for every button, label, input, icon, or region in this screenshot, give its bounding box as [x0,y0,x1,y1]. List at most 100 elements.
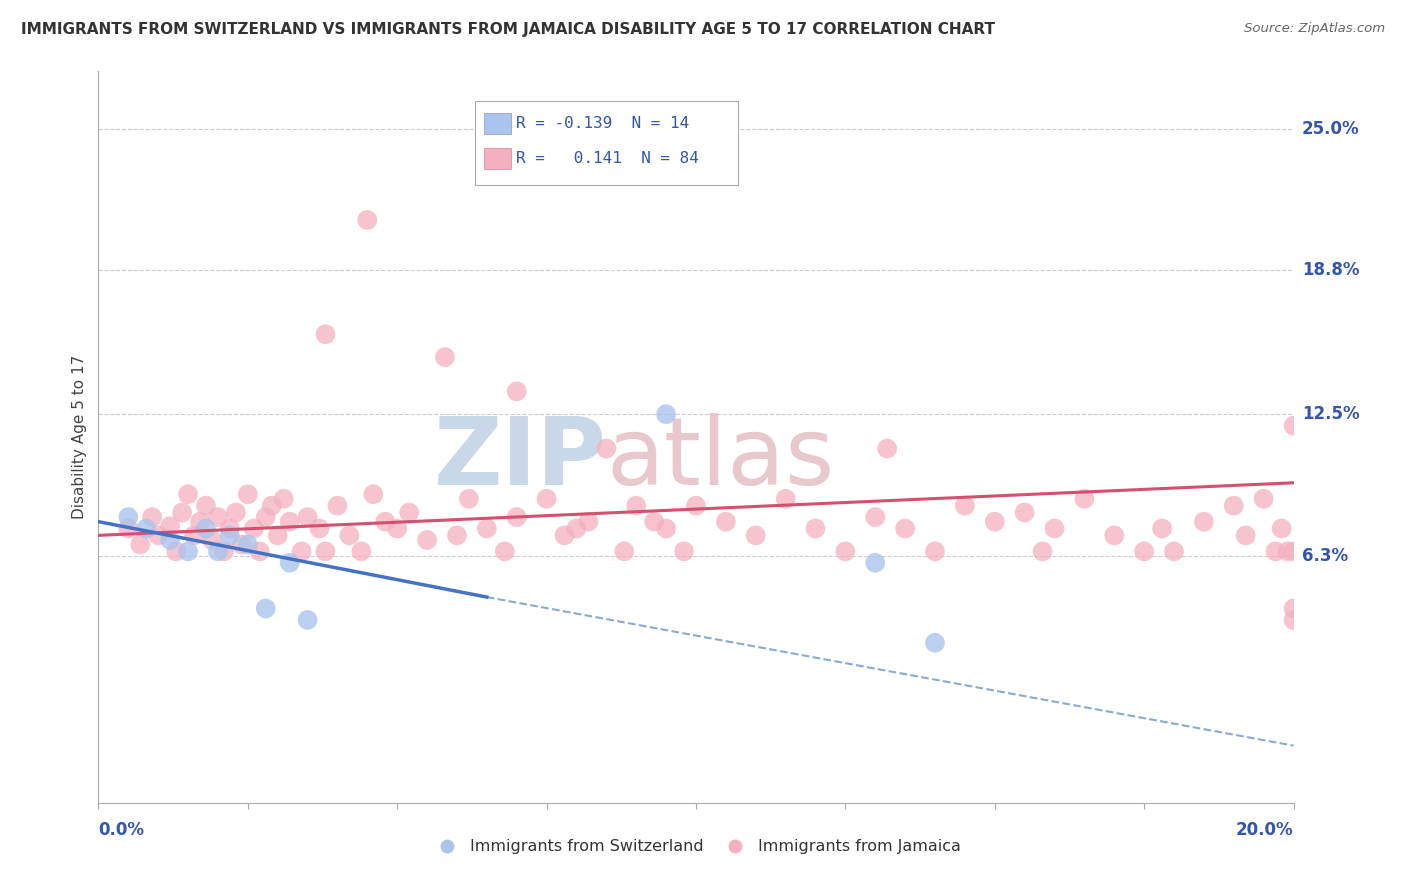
Point [1223,499,1246,513]
Point [536,491,558,506]
Point [135,521,157,535]
Point [673,544,696,558]
Point [315,544,337,558]
Point [159,533,181,547]
Text: 25.0%: 25.0% [1302,120,1360,137]
Point [554,528,576,542]
Point [613,544,636,558]
Point [1192,515,1215,529]
Point [183,528,205,542]
Point [385,521,409,535]
Point [834,544,856,558]
FancyBboxPatch shape [485,148,510,169]
Point [315,327,337,342]
Point [446,528,468,542]
Text: ZIP: ZIP [433,413,606,505]
Point [494,544,516,558]
Point [267,528,290,542]
Point [212,544,235,558]
Point [207,544,229,558]
Point [714,515,737,529]
Point [1271,521,1294,535]
Point [117,510,139,524]
Point [339,528,361,542]
Point [273,491,295,506]
Point [434,350,457,364]
Text: 6.3%: 6.3% [1302,547,1348,565]
Point [278,556,301,570]
Point [291,544,314,558]
Point [1073,491,1095,506]
Point [1163,544,1185,558]
Point [356,213,378,227]
Point [1104,528,1126,542]
Y-axis label: Disability Age 5 to 17: Disability Age 5 to 17 [72,355,87,519]
Point [745,528,768,542]
Point [655,407,678,421]
Point [685,499,707,513]
Point [924,636,946,650]
Point [159,519,181,533]
Point [1014,506,1036,520]
Point [1253,491,1275,506]
Point [249,544,271,558]
Point [953,499,976,513]
Point [260,499,283,513]
Point [1152,521,1174,535]
Point [278,515,301,529]
Text: 12.5%: 12.5% [1302,405,1360,423]
Point [350,544,373,558]
Point [297,510,319,524]
Text: Source: ZipAtlas.com: Source: ZipAtlas.com [1244,22,1385,36]
Point [506,510,529,524]
Text: 20.0%: 20.0% [1236,821,1294,839]
Point [775,491,797,506]
Point [398,506,420,520]
Point [1032,544,1054,558]
Point [578,515,600,529]
Point [626,499,648,513]
Point [655,521,678,535]
Point [326,499,349,513]
Point [1282,613,1305,627]
Point [1282,418,1305,433]
Point [236,537,259,551]
Point [201,533,224,547]
Text: 0.0%: 0.0% [98,821,145,839]
Point [188,515,211,529]
Point [141,510,163,524]
Point [1264,544,1286,558]
Point [165,544,187,558]
Point [1282,544,1305,558]
Point [195,521,218,535]
Point [225,506,247,520]
Point [1043,521,1066,535]
Point [984,515,1007,529]
Point [172,506,194,520]
Text: 18.8%: 18.8% [1302,261,1360,279]
Text: IMMIGRANTS FROM SWITZERLAND VS IMMIGRANTS FROM JAMAICA DISABILITY AGE 5 TO 17 CO: IMMIGRANTS FROM SWITZERLAND VS IMMIGRANT… [21,22,995,37]
Point [924,544,946,558]
FancyBboxPatch shape [475,101,738,185]
Point [363,487,385,501]
Point [254,510,277,524]
Point [177,487,200,501]
Point [254,601,277,615]
Point [207,510,229,524]
Point [117,521,139,535]
Point [643,515,665,529]
Point [458,491,481,506]
Point [219,521,242,535]
Point [1277,544,1299,558]
Point [894,521,917,535]
Point [865,510,887,524]
Point [374,515,396,529]
Text: atlas: atlas [606,413,835,505]
Point [1282,601,1305,615]
FancyBboxPatch shape [485,113,510,134]
Text: R = -0.139  N = 14: R = -0.139 N = 14 [516,116,689,131]
Point [865,556,887,570]
Point [1133,544,1156,558]
Text: R =   0.141  N = 84: R = 0.141 N = 84 [516,151,699,166]
Point [1234,528,1257,542]
